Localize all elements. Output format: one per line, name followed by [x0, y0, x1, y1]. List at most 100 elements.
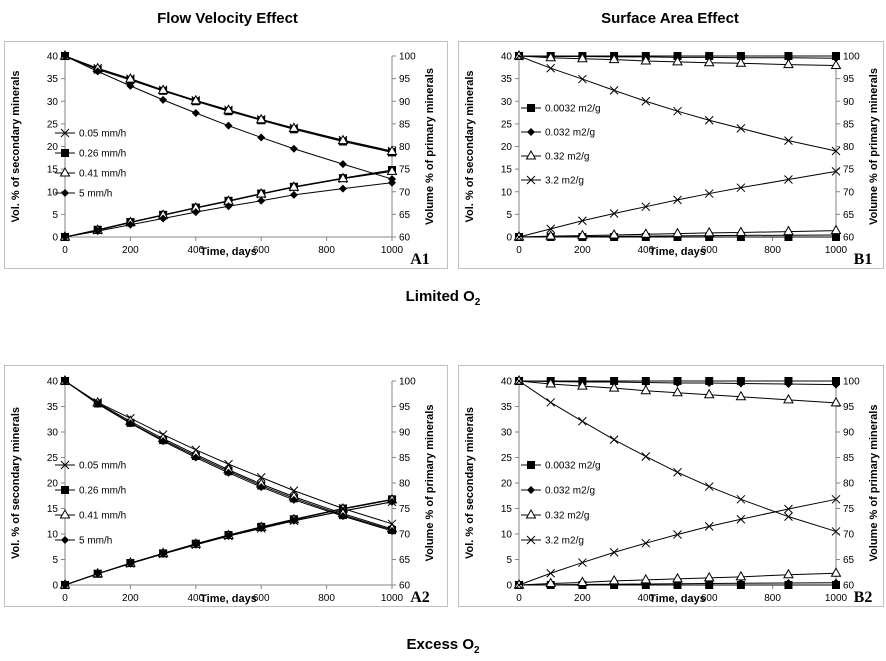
- chart-b2-series-line: [518, 582, 837, 586]
- chart-a1-legend-label: 0.41 mm/h: [79, 169, 126, 180]
- chart-a1-xtick-label: 0: [62, 245, 68, 256]
- chart-b1-series-line: [518, 55, 837, 59]
- chart-a1-xtick-label: 600: [253, 245, 270, 256]
- chart-a2-y2tick-label: 100: [399, 377, 416, 388]
- chart-b1-y2tick-label: 65: [843, 210, 855, 221]
- chart-b2-point: [736, 494, 746, 504]
- chart-a1-legend-label: 5 mm/h: [79, 189, 112, 200]
- chart-b2-y2tick-label: 75: [843, 504, 855, 515]
- chart-b1-y2tick-label: 100: [843, 52, 860, 63]
- chart-b2-legend-marker: [526, 535, 536, 545]
- chart-b2-legend-item: 0.0032 m2/g: [521, 461, 601, 472]
- chart-b1-legend-label: 0.032 m2/g: [545, 128, 595, 139]
- chart-a2-y2tick-label: 65: [399, 555, 411, 566]
- chart-a1-panel-label: A1: [410, 251, 430, 268]
- chart-b1-point: [830, 224, 842, 235]
- chart-a1-series-2: [59, 165, 398, 241]
- chart-b2-point: [609, 435, 619, 445]
- chart-b2-ytick-label: 0: [506, 581, 512, 592]
- chart-b2-point: [640, 573, 652, 584]
- chart-b2-point: [735, 570, 747, 581]
- chart-b2-point: [641, 378, 650, 387]
- chart-a1-point: [386, 165, 398, 175]
- chart-a1-series-line: [64, 55, 393, 153]
- chart-a1-point: [386, 145, 398, 155]
- chart-b2-ytick-label: 35: [501, 402, 513, 413]
- chart-a1-y2tick-label: 70: [399, 187, 411, 198]
- chart-b2-point: [736, 379, 745, 388]
- chart-a2-xtick-label: 600: [253, 593, 270, 604]
- chart-a2-xtick-label: 400: [187, 593, 204, 604]
- chart-b1-point: [830, 59, 842, 70]
- chart-a1-ytick-label: 20: [47, 142, 59, 153]
- chart-b1-series-line: [518, 170, 837, 238]
- chart-a1-legend-label: 0.05 mm/h: [79, 129, 126, 140]
- chart-a1-point: [223, 104, 234, 114]
- chart-b1-point: [784, 175, 793, 184]
- chart-b1-y2tick-label: 60: [843, 233, 855, 244]
- chart-a2-panel-label: A2: [410, 589, 430, 606]
- chart-b1-ytick-label: 20: [501, 142, 513, 153]
- chart-b2-point: [703, 571, 715, 582]
- chart-b1-legend-label: 0.0032 m2/g: [545, 104, 601, 115]
- chart-b1-legend-marker: [527, 104, 535, 112]
- chart-b1-series-line: [518, 230, 837, 238]
- chart-b2-y2tick-label: 60: [843, 581, 855, 592]
- chart-b1-point: [831, 146, 841, 156]
- chart-b1-series-7: [514, 51, 841, 156]
- chart-b1-point: [703, 226, 715, 237]
- chart-panel-a2: 0 5 10 15 20 25 30 35 40 60 65 70 75 80 85 90 95 100 0 200 4…: [4, 365, 448, 607]
- chart-b2-point: [673, 579, 682, 588]
- chart-a2-xtick-label: 200: [122, 593, 139, 604]
- chart-a1-legend-item: 0.26 mm/h: [55, 149, 126, 160]
- chart-b2-point: [783, 393, 794, 404]
- chart-b1-point: [704, 189, 714, 198]
- limited-o2-heading: Limited O2: [405, 288, 481, 308]
- chart-a1-xtick-label: 400: [187, 245, 204, 256]
- chart-a1-point: [257, 196, 266, 205]
- chart-b2-y-label: Vol. % of secondary minerals: [464, 407, 476, 559]
- chart-b2-legend-marker: [525, 508, 537, 519]
- chart-a2-y2tick-label: 90: [399, 428, 411, 439]
- chart-b1-series-2: [513, 224, 842, 241]
- chart-b2-x-label: Time, days: [649, 593, 706, 605]
- chart-a1-series-3: [61, 178, 396, 241]
- chart-b2-y2tick-label: 90: [843, 428, 855, 439]
- chart-a1-xtick-label: 1000: [381, 245, 404, 256]
- chart-b2-point: [784, 504, 793, 514]
- chart-b2-xtick-label: 400: [637, 593, 654, 604]
- chart-a1-y-label: Vol. % of secondary minerals: [10, 70, 22, 222]
- chart-a2-point: [126, 419, 135, 428]
- chart-b1-xtick-label: 600: [701, 245, 718, 256]
- chart-a2-point: [191, 453, 200, 462]
- chart-b2-series-line: [518, 380, 837, 532]
- chart-b2-xtick-label: 200: [574, 593, 591, 604]
- chart-b2-series-line: [518, 380, 837, 386]
- chart-a1-y2tick-label: 60: [399, 233, 411, 244]
- chart-b2-point: [784, 512, 793, 522]
- chart-b2-series-3: [514, 494, 841, 590]
- chart-b1-point: [672, 55, 683, 66]
- chart-a2-point: [191, 540, 200, 549]
- chart-b1-y2tick-label: 90: [843, 97, 855, 108]
- chart-b1-point: [514, 232, 524, 242]
- chart-b2-legend-item: 3.2 m2/g: [521, 536, 584, 547]
- chart-a2-ytick-label: 25: [47, 453, 59, 464]
- chart-b1-point: [514, 51, 524, 61]
- chart-a1-point: [288, 181, 300, 191]
- chart-a1-y2tick-label: 85: [399, 119, 411, 130]
- chart-a2-point: [159, 437, 168, 446]
- chart-b2-ytick-label: 20: [501, 479, 513, 490]
- chart-a2-point: [257, 524, 266, 533]
- chart-b2-point: [735, 390, 747, 401]
- chart-b1-y2tick-label: 70: [843, 187, 855, 198]
- chart-a2-legend-label: 5 mm/h: [79, 536, 112, 547]
- chart-a2-legend-item: 5 mm/h: [55, 536, 112, 547]
- chart-b1-point: [704, 115, 714, 125]
- chart-b2-xtick-label: 1000: [825, 593, 848, 604]
- chart-b2-y2tick-label: 100: [843, 377, 860, 388]
- chart-b2-point: [673, 467, 682, 477]
- chart-b1-ytick-label: 10: [501, 187, 513, 198]
- chart-b2-legend-item: 0.032 m2/g: [521, 486, 595, 497]
